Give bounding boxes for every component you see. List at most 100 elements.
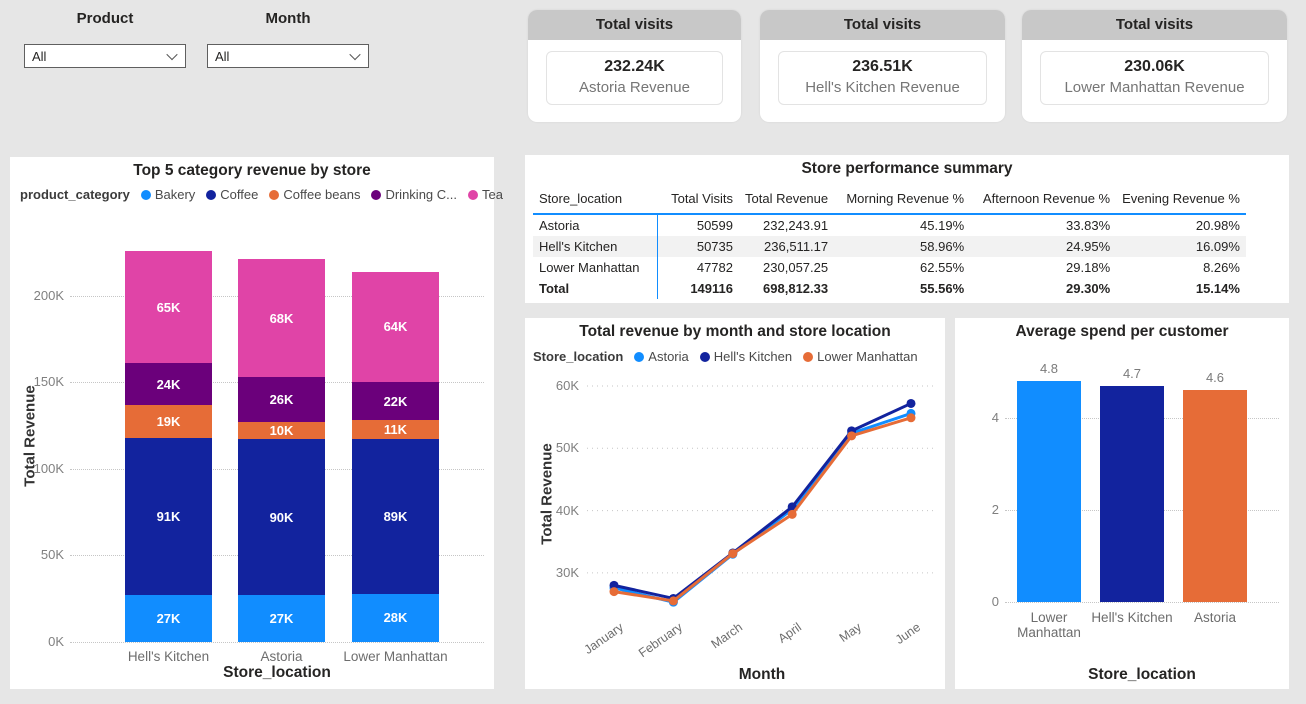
avg-spend-bar-astoria[interactable] [1183, 390, 1247, 602]
y-axis-title: Total Revenue [538, 443, 556, 545]
y-axis-tick-label: 2 [991, 502, 999, 517]
x-axis-category-label: Lower Manhattan [1017, 610, 1081, 640]
kpi-card-box: 232.24K Astoria Revenue [546, 51, 723, 105]
line-chart-panel: Total revenue by month and store locatio… [525, 318, 945, 689]
chart-title: Average spend per customer [1015, 323, 1229, 340]
avg-spend-chart-panel: Average spend per customer 0 2 4 4.8 Lower M… [955, 318, 1289, 689]
month-filter-value: All [215, 48, 230, 64]
y-axis-tick-label: 200K [33, 287, 64, 303]
table-cell: Astoria [533, 214, 658, 236]
table-row-astoria[interactable]: Astoria 50599 232,243.91 45.19% 33.83% 20.98% [533, 214, 1246, 236]
product-filter-dropdown[interactable]: All [24, 44, 186, 68]
kpi-label: Astoria Revenue [579, 79, 690, 96]
legend-item-tea[interactable]: Tea [468, 187, 503, 202]
bar-segment-coffee[interactable]: 89K [352, 439, 439, 594]
y-axis-tick-label: 50K [40, 547, 64, 563]
data-point-hell-s-kitchen-june[interactable] [906, 398, 916, 408]
bar-segment-coffee[interactable]: 90K [238, 439, 325, 596]
table-cell: 698,812.33 [763, 281, 829, 296]
line-chart-legend: Store_location Astoria Hell's Kitchen Lowe… [533, 349, 918, 364]
bar-segment-tea[interactable]: 64K [352, 271, 439, 383]
table-cell: 15.14% [1195, 281, 1240, 296]
line-plot-area: 30K 40K 50K 60K January February March April May… [556, 378, 937, 660]
bar-segment-drinking-c[interactable]: 22K [352, 382, 439, 421]
table-title: Store performance summary [801, 160, 1013, 177]
line-series-astoria[interactable] [612, 411, 913, 604]
avg-spend-bar-hell-s-kitchen[interactable] [1100, 385, 1164, 602]
chevron-down-icon [349, 48, 361, 61]
bar-segment-coffee[interactable]: 91K [125, 437, 212, 596]
bar-segment-bakery[interactable]: 27K [125, 595, 212, 642]
column-header-total-visits[interactable]: Total Visits [657, 186, 739, 215]
table-cell: 62.55% [920, 260, 965, 275]
data-point-lower-manhattan-may[interactable] [847, 431, 857, 441]
column-header-total-revenue[interactable]: Total Revenue [739, 186, 835, 215]
table-cell: 45.19% [920, 218, 965, 233]
chart-title: Total revenue by month and store locatio… [579, 323, 891, 340]
data-point-hell-s-kitchen-january[interactable] [609, 580, 619, 590]
product-filter-label: Product [76, 10, 134, 27]
stacked-bar-astoria: 27K 90K 10K 26K 68K [238, 230, 325, 642]
bar-segment-coffee-beans[interactable]: 11K [352, 420, 439, 440]
store-performance-table: Store_location Total Visits Total Revenue M… [533, 186, 1246, 299]
bar-segment-drinking-c[interactable]: 24K [125, 363, 212, 405]
column-header-store-location[interactable]: Store_location [533, 186, 657, 215]
bar-segment-bakery[interactable]: 27K [238, 595, 325, 642]
data-label: 24K [156, 376, 181, 392]
table-cell: 50599 [696, 218, 733, 233]
table-cell: 50735 [696, 239, 733, 254]
legend-title: product_category [20, 187, 130, 202]
month-filter-dropdown[interactable]: All [207, 44, 369, 68]
legend-item-astoria[interactable]: Astoria [634, 349, 689, 364]
column-header-afternoon-revenue[interactable]: Afternoon Revenue % [970, 186, 1117, 215]
table-row-lower-manhattan[interactable]: Lower Manhattan 47782 230,057.25 62.55% 29.1… [533, 257, 1246, 278]
table-cell: Hell's Kitchen [533, 236, 658, 257]
y-axis-tick-label: 150K [33, 374, 64, 390]
line-series-hell-s-kitchen[interactable] [612, 401, 913, 600]
data-label: 64K [383, 319, 408, 335]
product-filter-value: All [32, 48, 47, 64]
column-header-morning-revenue[interactable]: Morning Revenue % [834, 186, 971, 215]
gridline [70, 642, 484, 643]
bar-segment-coffee-beans[interactable]: 10K [238, 422, 325, 440]
legend-item-bakery[interactable]: Bakery [140, 187, 195, 202]
table-row-hell-s-kitchen[interactable]: Hell's Kitchen 50735 236,511.17 58.96% 24.95… [533, 236, 1246, 257]
legend-label: Coffee beans [283, 187, 361, 202]
line-series-lower-manhattan[interactable] [612, 416, 913, 603]
stacked-plot-area: 0K 50K 100K 150K 200K 27K 91K 19K 24K 65K Hell's K… [34, 230, 484, 664]
y-axis-tick-label: 50K [555, 440, 579, 456]
bar-segment-bakery[interactable]: 28K [352, 593, 439, 642]
y-axis-tick-label: 60K [555, 378, 579, 393]
data-label: 68K [269, 310, 294, 326]
avg-spend-bar-lower-manhattan[interactable] [1017, 381, 1081, 602]
table-cell: 149116 [690, 281, 733, 296]
bar-segment-tea[interactable]: 65K [125, 250, 212, 364]
legend-item-hell-s-kitchen[interactable]: Hell's Kitchen [699, 349, 792, 364]
kpi-card-box: 230.06K Lower Manhattan Revenue [1040, 51, 1269, 105]
bar-segment-drinking-c[interactable]: 26K [238, 377, 325, 423]
legend-item-coffee-beans[interactable]: Coffee beans [269, 187, 360, 202]
data-label: 89K [383, 509, 408, 524]
kpi-label: Hell's Kitchen Revenue [805, 79, 960, 96]
column-header-evening-revenue[interactable]: Evening Revenue % [1116, 186, 1246, 215]
data-point-lower-manhattan-february[interactable] [668, 596, 678, 606]
x-axis-category-label: Astoria [260, 649, 303, 664]
legend-item-drinking-c[interactable]: Drinking C... [371, 187, 457, 202]
data-point-lower-manhattan-april[interactable] [787, 509, 797, 519]
legend-item-coffee[interactable]: Coffee [206, 187, 258, 202]
gridline [1005, 602, 1279, 603]
legend-item-lower-manhattan[interactable]: Lower Manhattan [803, 349, 918, 364]
y-axis-tick-label: 0K [48, 634, 64, 649]
data-point-lower-manhattan-january[interactable] [609, 587, 619, 597]
bar-segment-coffee-beans[interactable]: 19K [125, 404, 212, 438]
kpi-value: 232.24K [604, 58, 665, 75]
legend-label: Drinking C... [385, 187, 457, 202]
bar-segment-tea[interactable]: 68K [238, 259, 325, 378]
table-cell: 16.09% [1195, 239, 1240, 254]
kpi-card-hells-kitchen: Total visits 236.51K Hell's Kitchen Reve… [760, 10, 1005, 122]
data-point-lower-manhattan-march[interactable] [728, 549, 738, 559]
data-label: 26K [269, 392, 294, 408]
data-point-lower-manhattan-june[interactable] [906, 413, 916, 423]
avg-spend-plot-area: 0 2 4 4.8 Lower Manhattan 4.7 Hell's Kitchen 4.… [992, 361, 1279, 640]
chevron-down-icon [166, 48, 178, 61]
